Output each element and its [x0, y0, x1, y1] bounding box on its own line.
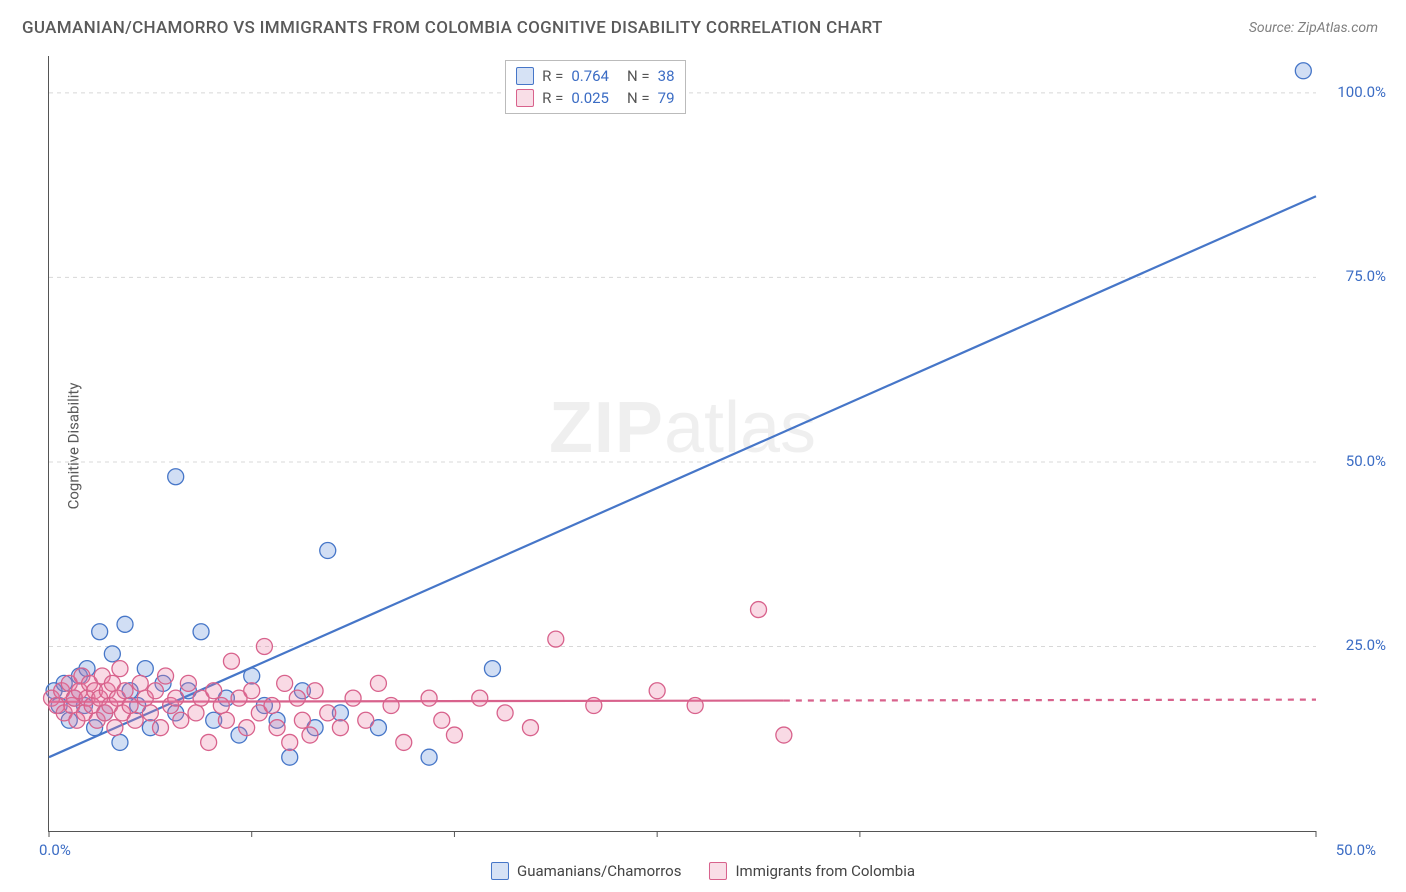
- legend-r-label: R =: [542, 89, 563, 107]
- legend-swatch: [516, 89, 534, 107]
- legend-row: R = 0.025 N = 79: [516, 87, 674, 109]
- chart-title: GUAMANIAN/CHAMORRO VS IMMIGRANTS FROM CO…: [22, 18, 883, 38]
- legend-n-label: N =: [627, 89, 650, 107]
- legend-label: Immigrants from Colombia: [735, 862, 915, 880]
- legend-item: Guamanians/Chamorros: [491, 862, 681, 880]
- legend-swatch: [491, 862, 509, 880]
- x-tick-label: 50.0%: [1336, 841, 1376, 859]
- source-attribution: Source: ZipAtlas.com: [1249, 20, 1378, 36]
- x-tick-label: 0.0%: [39, 841, 71, 859]
- legend-swatch: [709, 862, 727, 880]
- legend-n-value: 79: [658, 89, 675, 107]
- legend-row: R = 0.764 N = 38: [516, 65, 674, 87]
- legend-n-label: N =: [627, 67, 650, 85]
- legend-r-value: 0.025: [571, 89, 609, 107]
- y-tick-label: 75.0%: [1346, 267, 1386, 285]
- chart-plot-area: ZIPatlas R = 0.764 N = 38 R = 0.025 N = …: [48, 56, 1316, 832]
- legend-n-value: 38: [658, 67, 675, 85]
- y-tick-label: 50.0%: [1346, 452, 1386, 470]
- legend-item: Immigrants from Colombia: [709, 862, 915, 880]
- series-legend: Guamanians/Chamorros Immigrants from Colo…: [491, 862, 915, 880]
- scatter-plot-svg: [49, 56, 1316, 831]
- legend-r-value: 0.764: [571, 67, 609, 85]
- legend-swatch: [516, 67, 534, 85]
- legend-r-label: R =: [542, 67, 563, 85]
- y-tick-label: 100.0%: [1337, 83, 1386, 101]
- y-tick-label: 25.0%: [1346, 636, 1386, 654]
- legend-label: Guamanians/Chamorros: [517, 862, 681, 880]
- correlation-legend: R = 0.764 N = 38 R = 0.025 N = 79: [505, 60, 685, 114]
